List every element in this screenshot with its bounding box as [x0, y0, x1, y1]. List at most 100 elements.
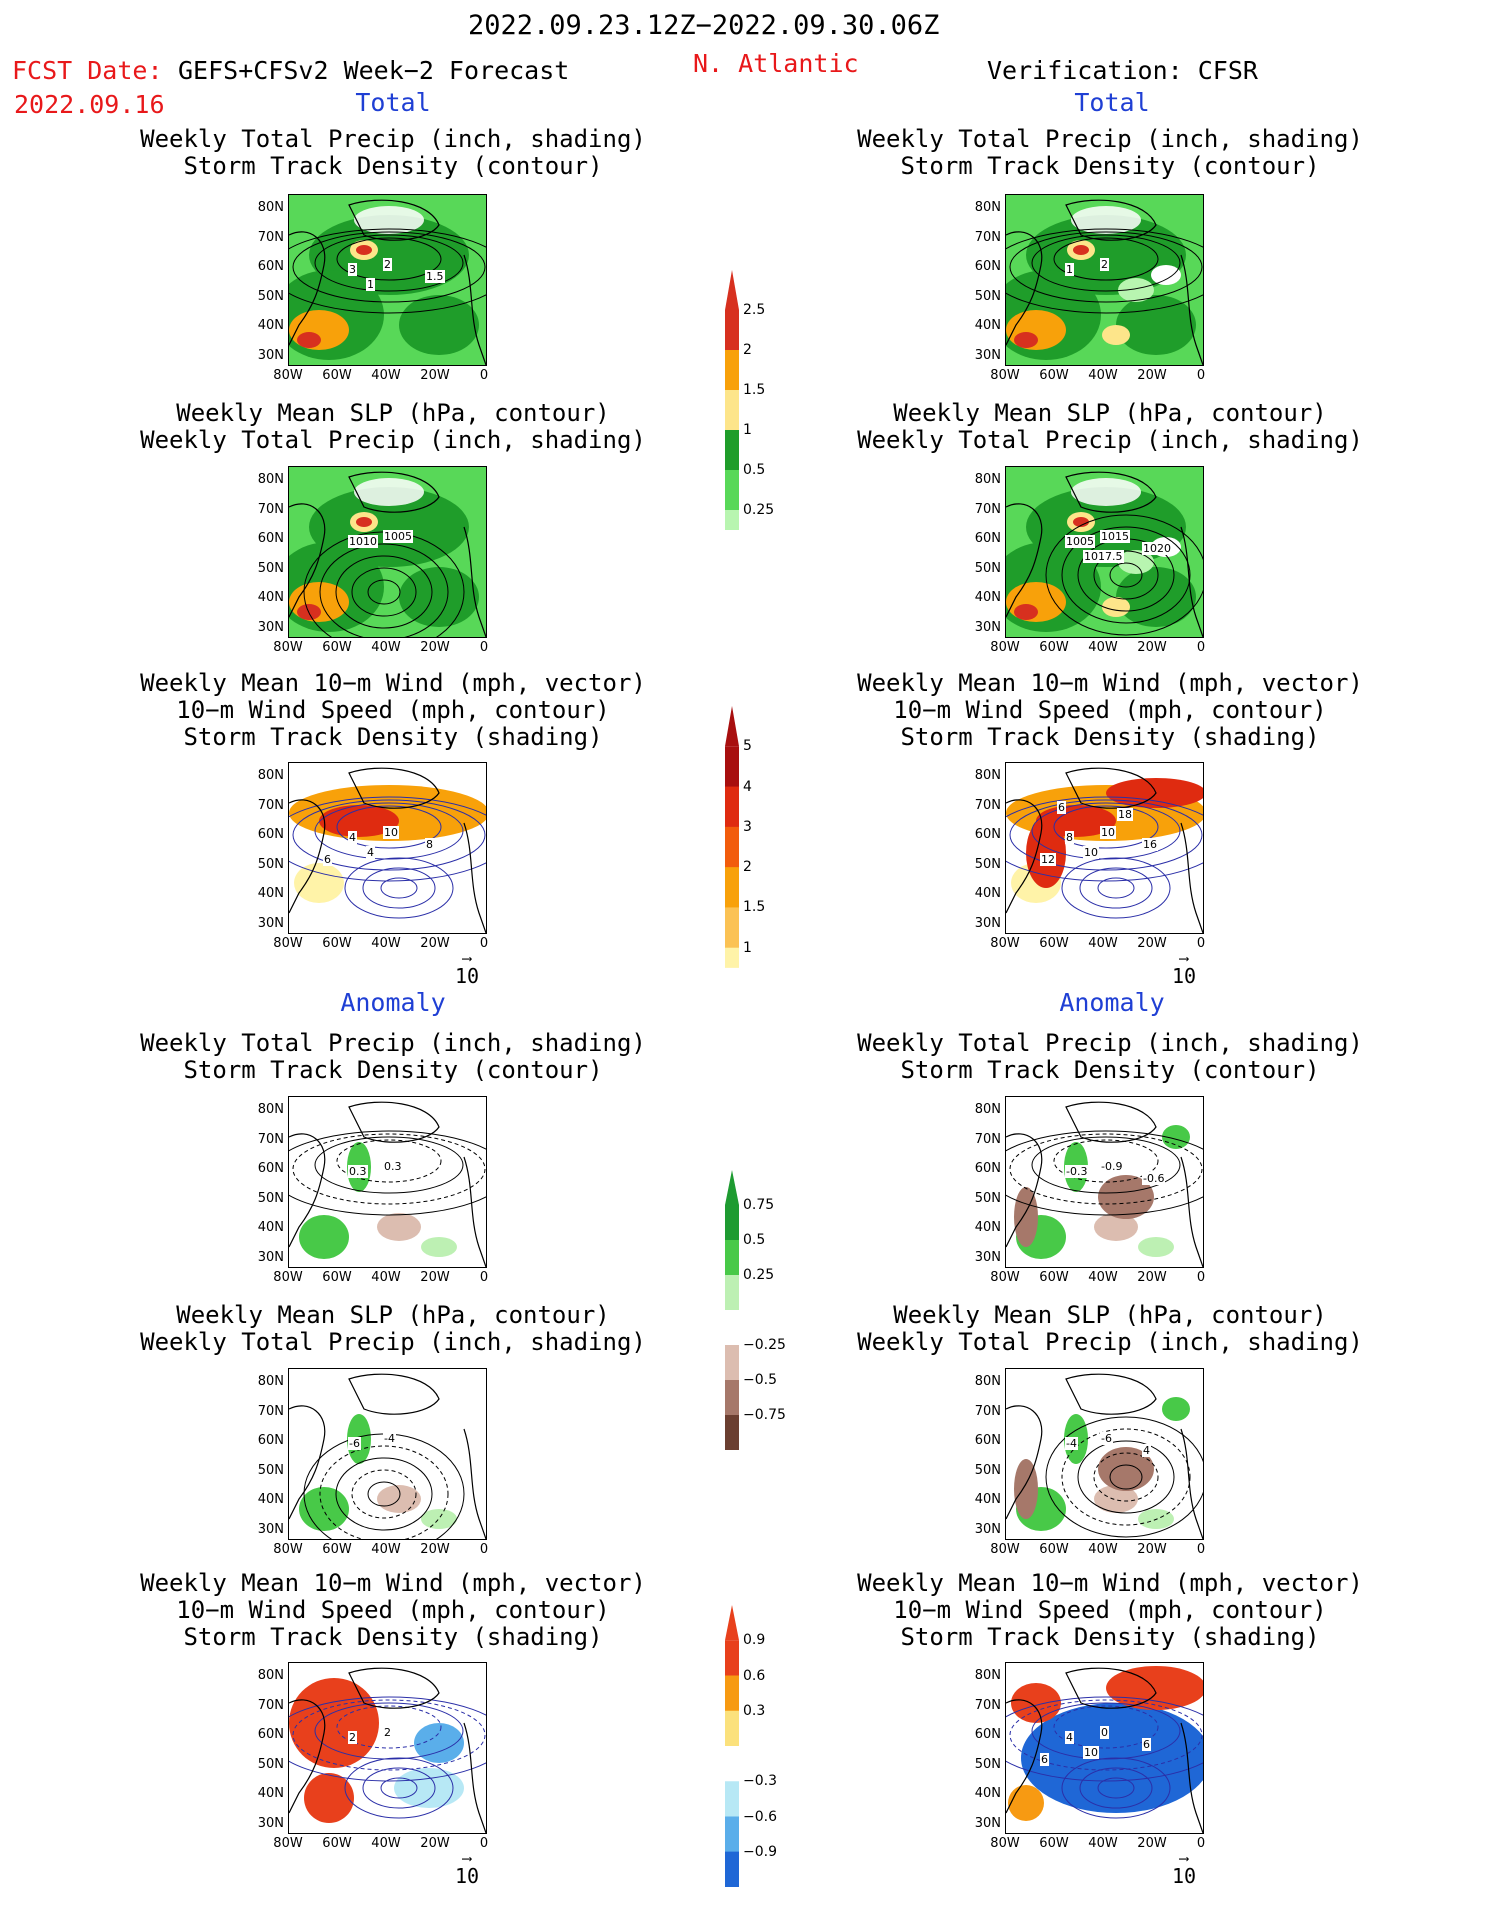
colorbar-cap: [725, 706, 739, 747]
contour-line: [1031, 1702, 1181, 1760]
lon-tick-label: 40W: [371, 640, 401, 655]
colorbar-segment: [725, 947, 739, 968]
map-panel-f-slp: 1010 1005: [288, 466, 487, 638]
coastline: [348, 471, 440, 513]
coastline: [1006, 799, 1043, 914]
contour-label: 4: [1065, 1731, 1074, 1744]
colorbar-segment: [725, 907, 739, 949]
lat-tick-label: 40N: [974, 1220, 1001, 1235]
lon-tick-label: 40W: [1088, 1542, 1118, 1557]
colorbar-segment: [725, 1275, 739, 1311]
contour-line: [1006, 1696, 1203, 1782]
colorbar-segment: [725, 1640, 739, 1676]
panel-title: Weekly Mean 10−m Wind (mph, vector) 10−m…: [140, 669, 646, 751]
contour-line: [367, 579, 401, 605]
shading-blob: [414, 1723, 464, 1763]
contour-line: [335, 555, 433, 629]
arrow-icon: ⟶: [462, 951, 472, 967]
lat-tick-label: 50N: [257, 1190, 284, 1206]
colorbar-cap: [725, 270, 739, 310]
lat-tick-label: 80N: [257, 200, 284, 215]
shading-blob: [1008, 1785, 1044, 1821]
colorbar-precip-anom: [725, 1170, 739, 1450]
coastline: [463, 526, 486, 637]
coastline: [463, 1428, 486, 1539]
coastline: [1180, 1156, 1203, 1267]
contour-line: [1093, 1452, 1159, 1502]
lat-tick-label: 70N: [974, 229, 1001, 245]
contour-line: [336, 1705, 442, 1749]
contour-line: [292, 1699, 486, 1771]
lat-tick-label: 30N: [257, 347, 284, 363]
contour-line: [319, 543, 449, 637]
contour-label: 4: [348, 831, 357, 844]
coastline: [1065, 1101, 1157, 1143]
contour-label: 16: [1142, 838, 1158, 851]
panel-title: Weekly Total Precip (inch, shading) Stor…: [857, 1029, 1363, 1084]
vector-ref-value: 10: [1171, 1864, 1197, 1888]
shading-blob: [1071, 478, 1141, 506]
lat-tick-label: 80N: [974, 1374, 1001, 1389]
lon-tick-label: 20W: [1137, 936, 1167, 951]
fcst-date-label: FCST Date:: [12, 56, 163, 85]
colorbar-segment: [725, 1380, 739, 1416]
map-panel-f-precip: 3 2 1.5 1: [288, 194, 487, 366]
lon-tick-label: 40W: [371, 1836, 401, 1851]
colorbar-label: 1.5: [743, 382, 766, 398]
arrow-icon: ⟶: [462, 1851, 472, 1867]
lon-tick-label: 20W: [420, 1542, 450, 1557]
lon-tick-label: 0: [1196, 368, 1206, 383]
shading-blob: [294, 863, 344, 903]
vector-reference: ⟶ 10: [1164, 1852, 1204, 1888]
vector-reference: ⟶ 10: [447, 1851, 487, 1888]
contour-label: -0.9: [1100, 1160, 1124, 1173]
lat-tick-label: 50N: [257, 560, 284, 576]
lon-tick-label: 20W: [420, 368, 450, 383]
colorbar-segment: [725, 350, 739, 391]
contour-line: [289, 228, 486, 314]
lat-tick-label: 30N: [974, 1815, 1001, 1831]
lat-tick-label: 70N: [257, 501, 284, 517]
colorbar-label: −0.6: [743, 1808, 777, 1825]
shading-blob: [289, 1678, 379, 1768]
lon-tick-label: 40W: [1088, 640, 1118, 655]
shading-blob: [356, 245, 372, 255]
shading-blob: [297, 604, 321, 620]
coastline: [289, 1699, 326, 1814]
contour-line: [1109, 1464, 1143, 1490]
vector-ref-value: 10: [454, 964, 480, 988]
colorbar-label: 1.5: [743, 899, 766, 916]
lat-tick-label: 70N: [257, 1403, 284, 1419]
lat-tick-label: 50N: [974, 1462, 1001, 1478]
lat-tick-label: 50N: [974, 1756, 1001, 1772]
lat-tick-label: 30N: [257, 915, 284, 931]
colorbar-label: −0.9: [743, 1843, 777, 1860]
map-panel-v-wind: 8 10 16 10 12 18 6: [1005, 762, 1204, 934]
colorbar-label: 0.5: [743, 1232, 766, 1248]
lon-tick-label: 0: [1196, 1542, 1206, 1557]
lon-tick-label: 60W: [1039, 368, 1069, 383]
contour-label: -6: [1100, 1432, 1113, 1445]
colorbar-segment: [725, 746, 739, 788]
coastline: [463, 1156, 486, 1267]
shading-blob: [297, 332, 321, 348]
map-panel-va-slp: -4 -6 4: [1005, 1368, 1204, 1540]
coastline: [348, 199, 440, 241]
contour-label: 2: [383, 1726, 392, 1739]
contour-label: 1017.5: [1083, 550, 1124, 563]
panel-title: Weekly Mean SLP (hPa, contour) Weekly To…: [140, 1301, 646, 1356]
lon-tick-label: 40W: [1088, 368, 1118, 383]
coastline: [1006, 503, 1043, 618]
lat-tick-label: 50N: [974, 856, 1001, 872]
shading-blob: [1151, 265, 1181, 285]
lat-tick-label: 60N: [257, 1161, 284, 1176]
lat-tick-label: 30N: [257, 1815, 284, 1831]
coastline: [1006, 1405, 1043, 1520]
lat-tick-label: 30N: [974, 1249, 1001, 1265]
contour-label: 8: [425, 838, 434, 851]
contour-line: [314, 802, 464, 860]
coastline: [1180, 822, 1203, 933]
colorbar-cap: [725, 1415, 739, 1450]
lon-tick-label: 20W: [1137, 1542, 1167, 1557]
lon-tick-label: 80W: [990, 936, 1020, 951]
